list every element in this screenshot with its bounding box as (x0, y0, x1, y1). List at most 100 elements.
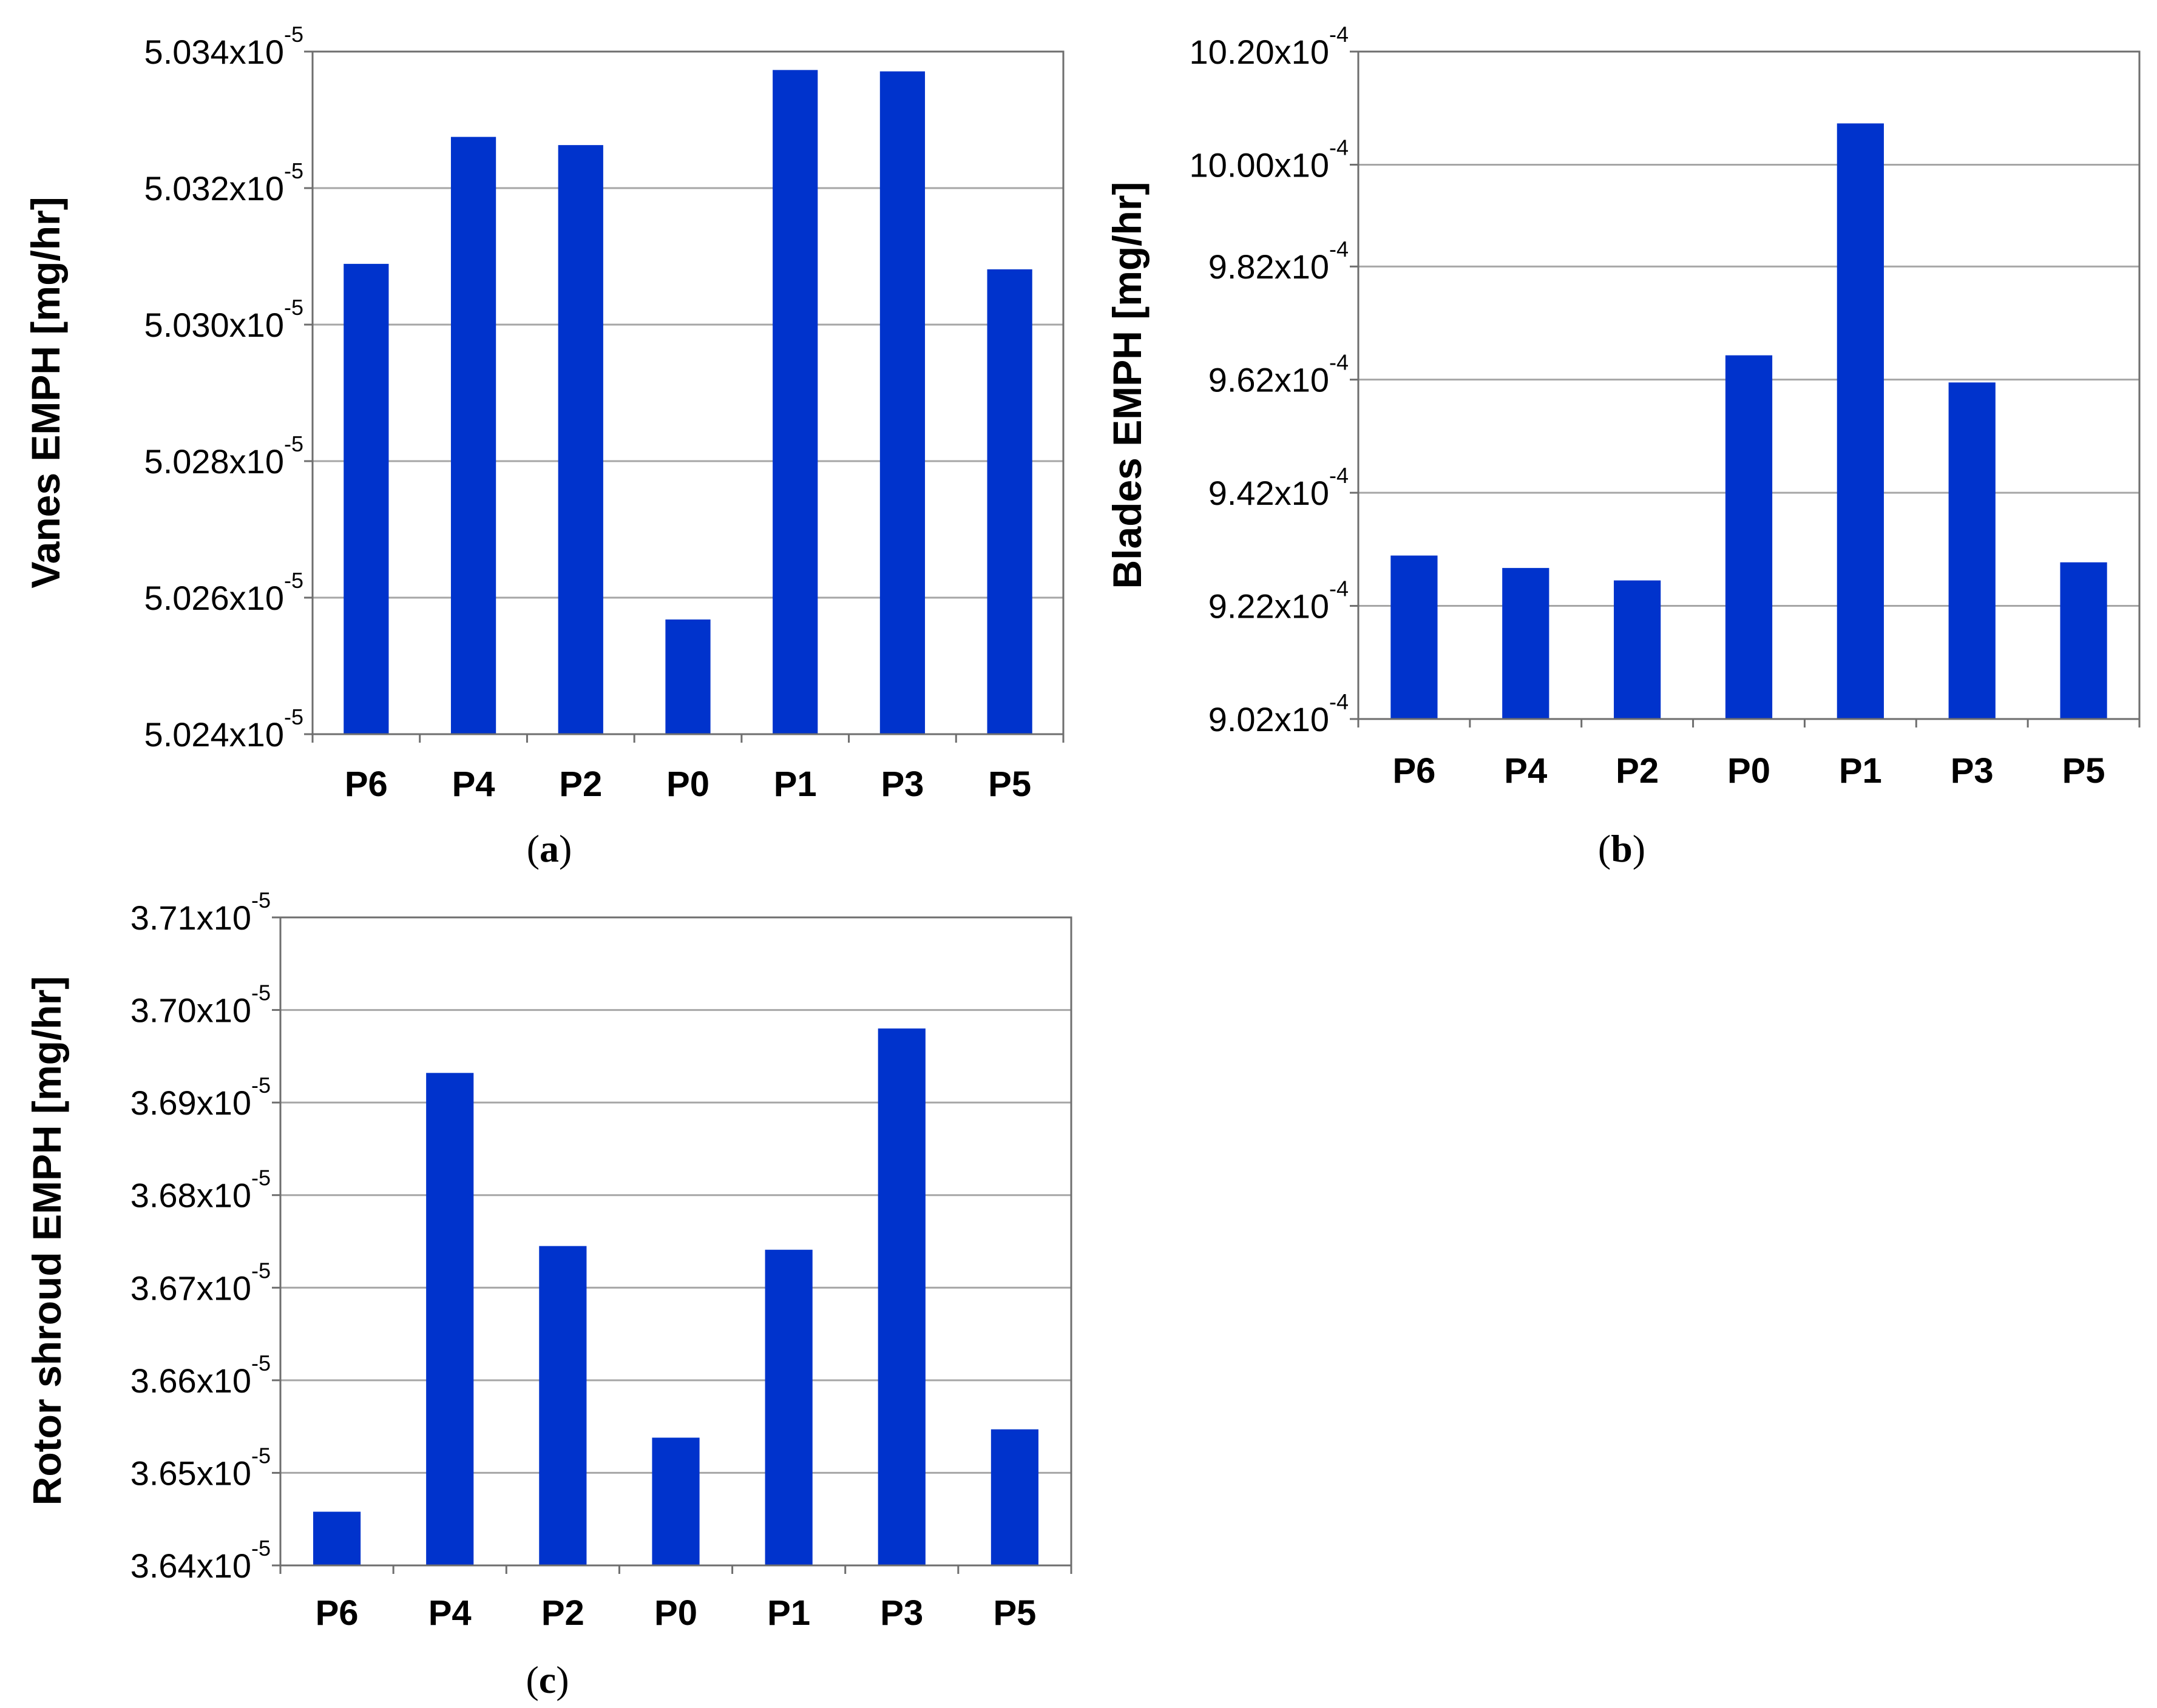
y-tick-mantissa: 10.00x10 (1190, 146, 1329, 184)
y-tick-label: 3.71x10-5 (130, 888, 271, 937)
y-tick-label: 9.02x10-4 (1208, 689, 1349, 738)
y-tick-mantissa: 9.82x10 (1208, 248, 1329, 286)
y-tick-exponent: -4 (1329, 463, 1349, 488)
y-tick-mantissa: 9.42x10 (1208, 474, 1329, 512)
y-tick-exponent: -4 (1329, 576, 1349, 601)
bar-p4 (450, 137, 496, 734)
x-tick-label: P5 (2062, 751, 2105, 791)
chart-c: 3.64x10-53.65x10-53.66x10-53.67x10-53.68… (24, 888, 1072, 1701)
bar-p1 (765, 1249, 813, 1565)
y-tick-exponent: -5 (251, 1351, 271, 1376)
bar-p0 (665, 619, 711, 734)
plot-frame (311, 50, 1065, 735)
y-tick-mantissa: 3.64x10 (130, 1547, 251, 1585)
x-tick-label: P1 (774, 765, 817, 804)
y-tick-mantissa: 3.66x10 (130, 1362, 251, 1400)
y-tick-mantissa: 3.71x10 (130, 899, 251, 937)
x-tick-label: P6 (1392, 751, 1435, 791)
x-tick-label: P0 (654, 1593, 697, 1633)
plot-frame (279, 916, 1072, 1567)
bar-p5 (990, 1429, 1039, 1565)
bar-p2 (1614, 580, 1661, 719)
bar-p4 (1502, 568, 1549, 719)
y-tick-label: 3.69x10-5 (130, 1073, 271, 1122)
y-tick-label: 3.65x10-5 (130, 1443, 271, 1492)
bar-p1 (773, 70, 818, 734)
bar-p6 (1390, 555, 1438, 719)
y-tick-exponent: -5 (251, 1166, 271, 1190)
y-tick-exponent: -4 (1329, 689, 1349, 714)
y-tick-exponent: -5 (251, 1073, 271, 1098)
y-tick-exponent: -5 (251, 1258, 271, 1283)
y-tick-label: 3.66x10-5 (130, 1351, 271, 1400)
y-tick-mantissa: 5.028x10 (144, 442, 284, 481)
bar-p3 (878, 1028, 926, 1565)
x-tick-label: P2 (1616, 751, 1659, 791)
x-tick-label: P3 (881, 765, 924, 804)
y-tick-label: 10.00x10-4 (1190, 135, 1349, 184)
panel-letter: a (540, 827, 559, 870)
y-tick-label: 5.032x10-5 (144, 158, 303, 208)
y-tick-label: 5.030x10-5 (144, 295, 303, 344)
bar-p6 (344, 263, 389, 734)
y-tick-exponent: -5 (251, 1443, 271, 1468)
y-tick-mantissa: 9.02x10 (1208, 700, 1329, 738)
y-tick-exponent: -5 (284, 295, 303, 320)
x-tick-label: P5 (988, 765, 1031, 804)
y-tick-mantissa: 3.68x10 (130, 1176, 251, 1215)
panel-label: (b) (1598, 827, 1645, 870)
panel-letter: b (1611, 827, 1633, 870)
y-tick-label: 9.42x10-4 (1208, 463, 1349, 512)
y-tick-exponent: -4 (1329, 350, 1349, 375)
y-tick-exponent: -5 (284, 431, 303, 456)
y-tick-label: 5.024x10-5 (144, 704, 303, 754)
y-tick-mantissa: 10.20x10 (1190, 33, 1329, 71)
x-tick-label: P4 (452, 765, 495, 804)
bar-p3 (879, 71, 926, 734)
y-tick-mantissa: 5.026x10 (144, 579, 284, 617)
bar-p4 (426, 1073, 474, 1565)
y-tick-label: 10.20x10-4 (1190, 22, 1349, 71)
y-axis-label: Rotor shroud EMPH [mg/hr] (24, 976, 69, 1506)
y-tick-label: 3.70x10-5 (130, 981, 271, 1030)
chart-b: 9.02x10-49.22x10-49.42x10-49.62x10-49.82… (1105, 22, 2141, 870)
y-tick-exponent: -5 (251, 981, 271, 1005)
bar-p3 (1948, 382, 1996, 719)
y-tick-label: 5.028x10-5 (144, 431, 303, 481)
y-tick-exponent: -5 (284, 568, 303, 593)
y-tick-exponent: -5 (284, 704, 303, 729)
y-tick-mantissa: 5.030x10 (144, 306, 284, 344)
x-tick-label: P6 (316, 1593, 359, 1633)
y-tick-exponent: -5 (284, 22, 303, 47)
y-axis-label: Blades EMPH [mg/hr] (1105, 181, 1150, 589)
y-axis-label: Vanes EMPH [mg/hr] (23, 197, 68, 588)
plot-frame (1357, 50, 2141, 720)
y-tick-mantissa: 3.67x10 (130, 1269, 251, 1307)
x-tick-label: P4 (428, 1593, 472, 1633)
x-tick-label: P2 (559, 765, 602, 804)
y-tick-mantissa: 9.22x10 (1208, 587, 1329, 626)
y-tick-exponent: -4 (1329, 237, 1349, 262)
x-tick-label: P1 (767, 1593, 810, 1633)
panel-label: (a) (527, 827, 572, 870)
panel-label: (c) (526, 1658, 569, 1701)
y-tick-label: 3.64x10-5 (130, 1536, 271, 1585)
chart-a: 5.024x10-55.026x10-55.028x10-55.030x10-5… (23, 22, 1065, 870)
y-tick-label: 9.22x10-4 (1208, 576, 1349, 626)
y-tick-exponent: -4 (1329, 135, 1349, 160)
y-tick-label: 5.034x10-5 (144, 22, 303, 71)
y-tick-exponent: -5 (284, 158, 303, 183)
bar-p2 (539, 1246, 587, 1565)
y-tick-mantissa: 5.024x10 (144, 715, 284, 754)
y-tick-label: 9.62x10-4 (1208, 350, 1349, 399)
y-tick-mantissa: 3.70x10 (130, 991, 251, 1030)
bar-p0 (652, 1437, 700, 1565)
panel-letter: c (539, 1658, 556, 1701)
x-tick-label: P4 (1504, 751, 1547, 791)
y-tick-exponent: -5 (251, 888, 271, 913)
x-tick-label: P2 (541, 1593, 584, 1633)
x-tick-label: P5 (993, 1593, 1036, 1633)
bar-p5 (2060, 562, 2107, 719)
x-tick-label: P0 (1727, 751, 1770, 791)
